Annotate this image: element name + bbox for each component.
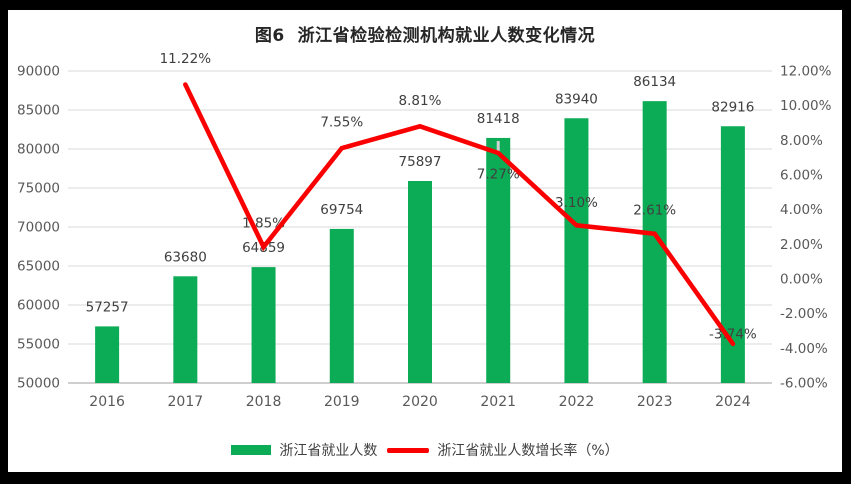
bar-label-2021: 81418 (477, 111, 520, 127)
right-axis-tick: 2.00% (780, 237, 823, 253)
line-label-2022: 3.10% (555, 195, 598, 211)
line-series-swatch-icon (387, 447, 430, 453)
x-label-2022: 2022 (559, 394, 595, 410)
left-axis-tick: 85000 (17, 103, 60, 119)
left-axis-tick: 60000 (17, 298, 60, 314)
x-label-2019: 2019 (324, 394, 360, 410)
bar-label-2023: 86134 (633, 74, 676, 90)
bar-label-2022: 83940 (555, 91, 598, 107)
x-label-2020: 2020 (402, 394, 438, 410)
left-axis-tick: 65000 (17, 259, 60, 275)
x-label-2024: 2024 (715, 394, 751, 410)
bar-2016 (95, 326, 120, 383)
bar-2021 (486, 137, 511, 383)
bar-label-2020: 75897 (399, 154, 442, 170)
bar-2017 (173, 276, 198, 383)
legend-label-growth-rate: 浙江省就业人数增长率（%） (437, 443, 619, 459)
x-label-2017: 2017 (168, 394, 204, 410)
bar-2019 (329, 228, 354, 383)
bar-2020 (408, 181, 432, 383)
left-axis-tick: 55000 (17, 337, 60, 353)
chart-legend: 浙江省就业人数 浙江省就业人数增长率（%） (8, 440, 842, 460)
x-label-2018: 2018 (246, 394, 282, 410)
chart-canvas: 图6 浙江省检验检测机构就业人数变化情况 90000 85000 80000 7500… (8, 10, 842, 472)
left-axis-tick: 75000 (17, 181, 60, 197)
right-axis-tick: 6.00% (780, 168, 823, 184)
bar-label-2019: 69754 (320, 202, 363, 218)
right-axis-tick: -2.00% (780, 306, 828, 322)
line-label-2023: 2.61% (633, 202, 676, 218)
right-axis-tick: 0.00% (780, 272, 823, 288)
bar-2018 (251, 267, 276, 383)
left-axis-tick: 80000 (17, 142, 60, 158)
legend-item-growth-rate: 浙江省就业人数增长率（%） (387, 440, 619, 460)
growth-rate-line (183, 82, 736, 347)
bar-label-2016: 57257 (86, 299, 129, 315)
legend-label-employment: 浙江省就业人数 (279, 443, 378, 459)
right-axis-tick: 8.00% (780, 133, 823, 149)
line-label-2017: 11.22% (160, 51, 212, 67)
left-axis-tick: 90000 (17, 64, 60, 80)
right-axis-tick: -6.00% (780, 376, 828, 392)
right-axis-tick: 4.00% (780, 202, 823, 218)
line-label-2019: 7.55% (320, 115, 363, 131)
artifact-tick (496, 140, 500, 151)
x-label-2016: 2016 (89, 394, 125, 410)
chart-title: 图6 浙江省检验检测机构就业人数变化情况 (254, 26, 596, 46)
x-label-2021: 2021 (480, 394, 516, 410)
right-axis-tick: -4.00% (780, 341, 828, 357)
line-label-2021: 7.27% (477, 166, 520, 182)
bar-label-2017: 63680 (164, 249, 207, 265)
line-label-2024: -3.74% (709, 326, 757, 342)
bar-series-swatch-icon (231, 445, 272, 455)
left-axis-tick: 70000 (17, 220, 60, 236)
right-axis-tick: 12.00% (780, 64, 832, 80)
x-label-2023: 2023 (637, 394, 673, 410)
chart-plot-area: 90000 85000 80000 75000 70000 65000 60000 55000… (17, 51, 832, 410)
left-axis-tick: 50000 (17, 376, 60, 392)
bar-label-2024: 82916 (711, 99, 754, 115)
line-label-2020: 8.81% (399, 93, 442, 109)
right-axis-tick: 10.00% (780, 98, 832, 114)
legend-item-employment: 浙江省就业人数 (231, 440, 377, 460)
bar-2022 (564, 118, 589, 383)
